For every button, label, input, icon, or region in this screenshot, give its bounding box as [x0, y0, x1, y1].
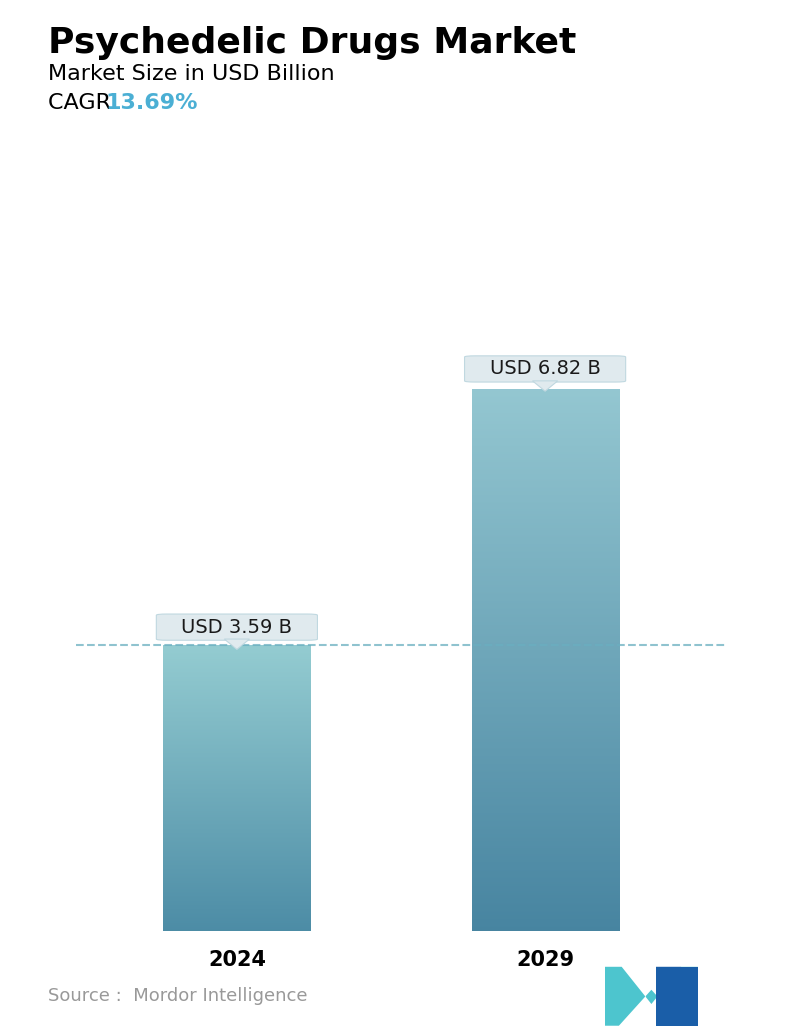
- Polygon shape: [533, 381, 558, 391]
- Text: Market Size in USD Billion: Market Size in USD Billion: [48, 64, 334, 84]
- Text: Source :  Mordor Intelligence: Source : Mordor Intelligence: [48, 987, 307, 1005]
- Text: USD 6.82 B: USD 6.82 B: [490, 360, 600, 378]
- FancyBboxPatch shape: [156, 614, 318, 640]
- Text: 13.69%: 13.69%: [105, 93, 197, 113]
- Polygon shape: [224, 639, 249, 649]
- Polygon shape: [605, 967, 698, 1026]
- Text: USD 3.59 B: USD 3.59 B: [181, 617, 292, 637]
- Polygon shape: [656, 967, 681, 1026]
- Text: Psychedelic Drugs Market: Psychedelic Drugs Market: [48, 26, 576, 60]
- FancyBboxPatch shape: [465, 356, 626, 382]
- Text: CAGR: CAGR: [48, 93, 125, 113]
- Polygon shape: [656, 967, 698, 1026]
